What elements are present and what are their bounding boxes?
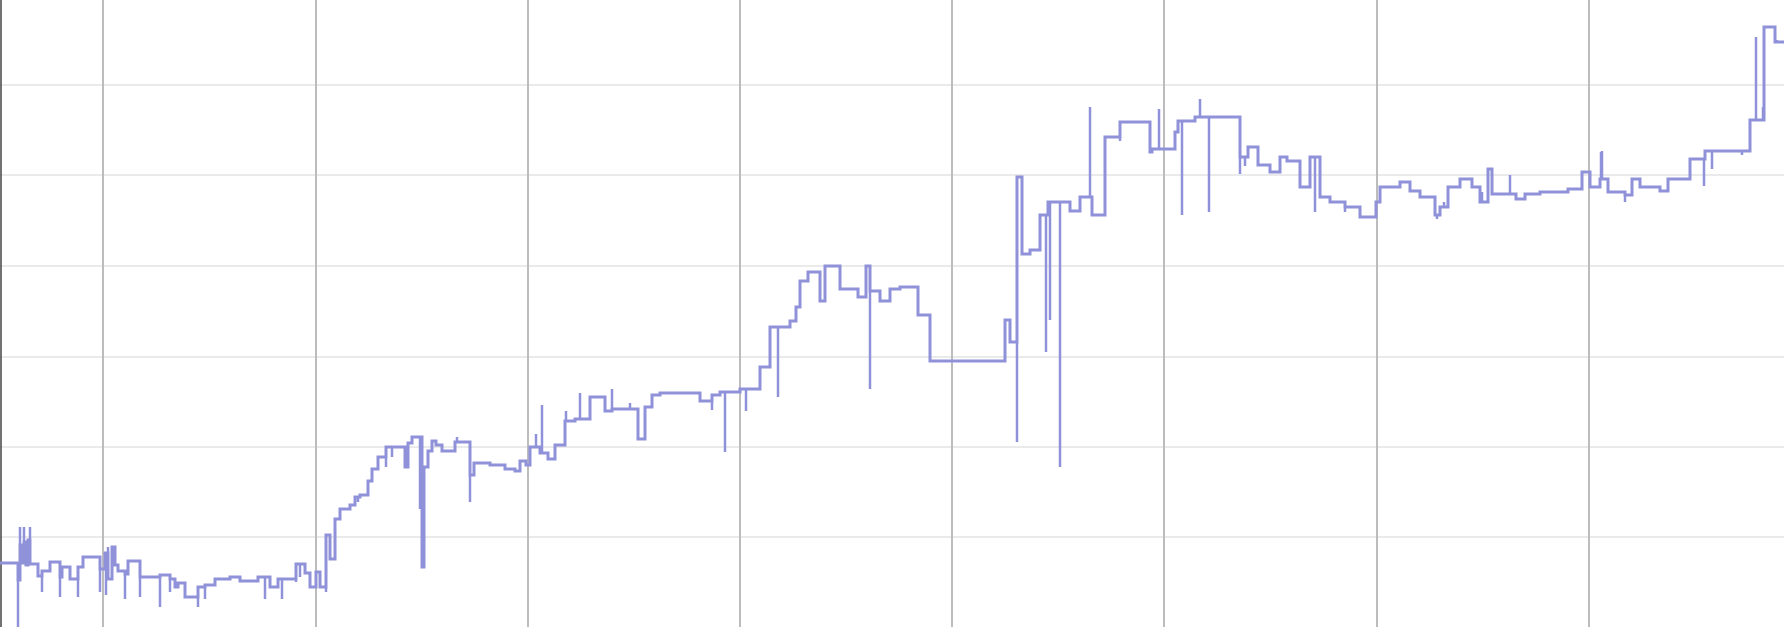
- series-line-0: [0, 25, 1784, 599]
- series-group: [0, 25, 1784, 627]
- horizontal-gridlines: [0, 84, 1784, 538]
- vertical-gridlines: [102, 0, 1590, 627]
